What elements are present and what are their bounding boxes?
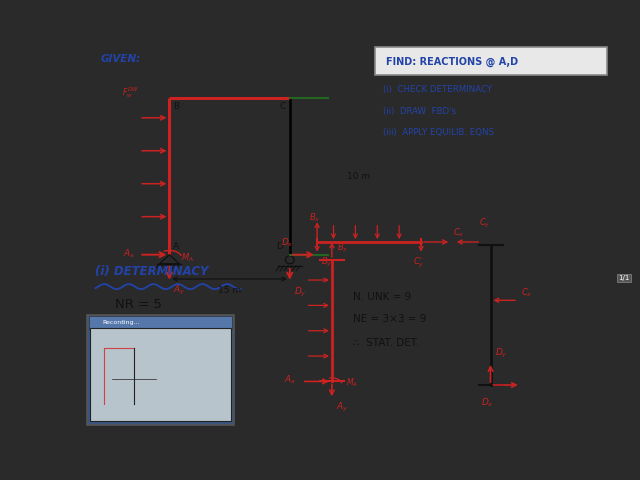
Text: B: B — [173, 102, 179, 110]
Text: (ii)  DRAW  FBD's: (ii) DRAW FBD's — [383, 107, 456, 116]
Text: $B_y$: $B_y$ — [321, 256, 333, 269]
Text: N. UNK = 9: N. UNK = 9 — [353, 292, 411, 302]
Text: (iii)  APPLY EQUILIB. EQNS: (iii) APPLY EQUILIB. EQNS — [383, 128, 494, 137]
Text: $C_y'$: $C_y'$ — [413, 256, 424, 270]
Text: $D_x$: $D_x$ — [281, 236, 294, 249]
Text: C: C — [280, 102, 286, 110]
Text: D: D — [276, 241, 283, 251]
Text: (i) DETERMINACY: (i) DETERMINACY — [95, 265, 209, 278]
Text: $D_x$: $D_x$ — [481, 396, 493, 408]
Text: NE = 3×3 = 9: NE = 3×3 = 9 — [353, 314, 426, 324]
Text: $B_x$: $B_x$ — [308, 212, 320, 224]
Text: NR = 5: NR = 5 — [115, 298, 161, 311]
Text: Recording...: Recording... — [102, 320, 140, 325]
Text: $B_x$: $B_x$ — [337, 241, 349, 253]
Text: GIVEN:: GIVEN: — [101, 54, 141, 64]
Text: $A_x$: $A_x$ — [284, 373, 296, 385]
Text: $A_x$: $A_x$ — [123, 247, 136, 260]
Text: $F_w^{DW}$: $F_w^{DW}$ — [122, 85, 138, 100]
FancyBboxPatch shape — [87, 314, 234, 425]
Text: A: A — [173, 241, 179, 251]
Text: FIND: REACTIONS @ A,D: FIND: REACTIONS @ A,D — [385, 57, 518, 67]
FancyBboxPatch shape — [90, 328, 231, 421]
Text: $A_y$: $A_y$ — [173, 284, 185, 297]
FancyBboxPatch shape — [89, 316, 232, 329]
Text: (i)  CHECK DETERMINACY: (i) CHECK DETERMINACY — [383, 85, 492, 95]
FancyBboxPatch shape — [374, 47, 607, 75]
Text: $D_y$: $D_y$ — [495, 347, 508, 360]
Text: $A_y$: $A_y$ — [336, 401, 349, 414]
Text: $M_A$: $M_A$ — [181, 252, 194, 264]
Text: $C_y$: $C_y$ — [479, 217, 490, 230]
Text: 10 m: 10 m — [348, 172, 371, 180]
Text: 15 m: 15 m — [218, 286, 241, 295]
Text: $C_x$: $C_x$ — [453, 227, 464, 239]
Text: 1/1: 1/1 — [618, 276, 630, 281]
Text: ∴  STAT. DET.: ∴ STAT. DET. — [353, 338, 419, 348]
Text: $C_x$: $C_x$ — [521, 286, 532, 299]
Text: $D_y$: $D_y$ — [294, 286, 307, 299]
Text: $M_A$: $M_A$ — [346, 376, 358, 389]
